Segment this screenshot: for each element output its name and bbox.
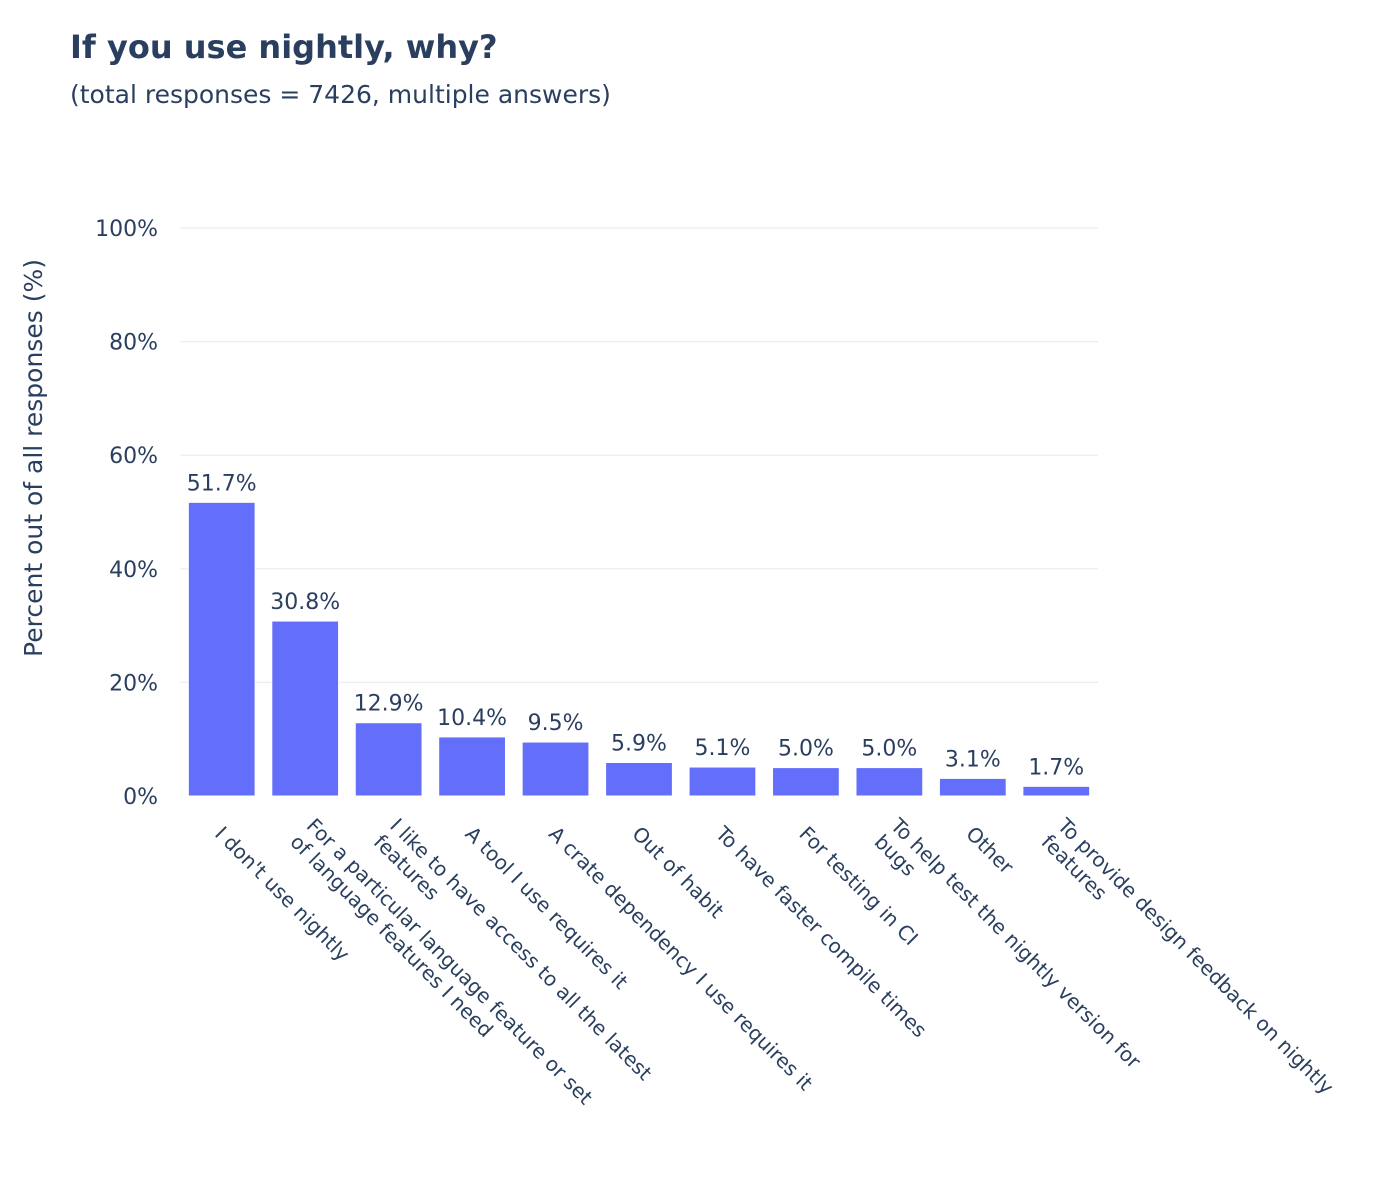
bar [855,767,924,797]
y-tick-label: 0% [123,785,158,810]
y-tick-label: 60% [109,444,158,469]
y-tick-label: 40% [109,558,158,583]
chart-subtitle: (total responses = 7426, multiple answer… [70,80,611,109]
bar-value-label: 5.0% [861,737,917,762]
bar-value-label: 9.5% [528,711,584,736]
bar [688,766,757,797]
bar [1022,785,1091,797]
value-labels: 51.7% 30.8% 12.9% 10.4% 9.5% 5.9% 5.1% 5.0% 5.0%… [187,471,1084,780]
bar [187,501,256,797]
bar [521,741,590,797]
bar-value-label: 5.1% [695,736,751,761]
y-axis-ticks: 0% 20% 40% 60% 80% 100% [95,217,158,810]
bar-value-label: 12.9% [354,692,424,717]
bar-value-label: 3.1% [945,747,1001,772]
bar-value-label: 51.7% [187,471,257,496]
bar-value-label: 30.8% [270,590,340,615]
bar [772,767,840,797]
bar-value-label: 1.7% [1028,755,1084,780]
y-tick-label: 20% [109,671,158,696]
y-tick-label: 100% [95,217,158,242]
y-tick-label: 80% [109,331,158,356]
x-tick-label-line: For a particular language feature or set [302,813,598,1109]
bar [605,761,673,797]
chart-title: If you use nightly, why? [70,28,498,66]
bar-value-label: 5.9% [611,731,667,756]
bar [271,620,340,797]
x-tick-label: Other [961,822,1019,880]
bar-value-label: 10.4% [437,706,507,731]
bar [938,777,1007,797]
x-tick-label-line: To provide design feedback on nightly [1052,813,1338,1099]
bar [438,736,506,797]
y-axis-label: Percent out of all responses (%) [19,259,48,657]
bar [354,722,423,797]
x-tick-label: To provide design feedback on nightlyfea… [1037,813,1339,1099]
x-tick-label-line: Other [961,822,1019,880]
bar-value-label: 5.0% [778,737,834,762]
bars [187,501,1091,797]
